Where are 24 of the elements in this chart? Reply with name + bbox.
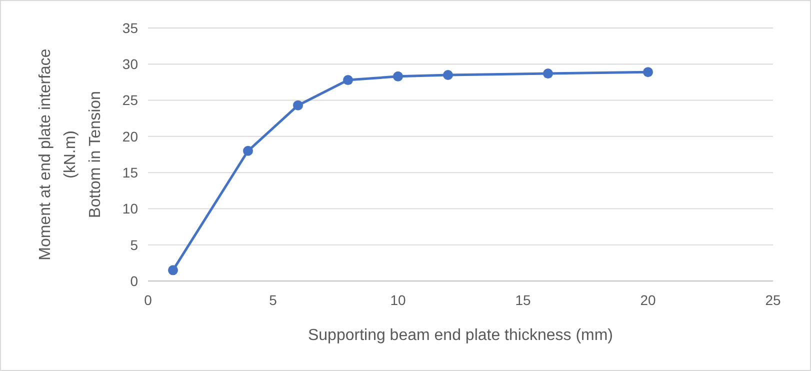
y-tick-label: 0 [130, 272, 138, 289]
y-axis-title: Moment at end plate interface (kN.m) Bottom in Tension [37, 48, 104, 260]
y-tick-label: 35 [122, 20, 138, 36]
y-tick-label: 20 [122, 128, 138, 144]
y-tick-label: 10 [122, 200, 138, 217]
x-tick-label: 25 [765, 292, 781, 308]
x-tick-label: 15 [515, 292, 531, 308]
point [543, 68, 553, 79]
point [293, 100, 303, 110]
y-tick-label: 30 [122, 56, 138, 72]
x-tick-label: 5 [269, 292, 278, 308]
point [643, 67, 653, 78]
point [443, 70, 453, 80]
point [243, 146, 253, 156]
y-tick-label: 15 [122, 164, 138, 180]
x-tick-label: 10 [390, 292, 406, 308]
x-tick-label: 0 [144, 292, 152, 308]
point [168, 265, 178, 276]
y-tick-label: 25 [122, 92, 138, 108]
x-tick-label: 20 [640, 292, 656, 308]
point [343, 75, 353, 86]
point [393, 71, 403, 82]
x-axis-title: Supporting beam end plate thickness (mm) [308, 327, 614, 344]
y-tick-label: 5 [130, 236, 138, 253]
